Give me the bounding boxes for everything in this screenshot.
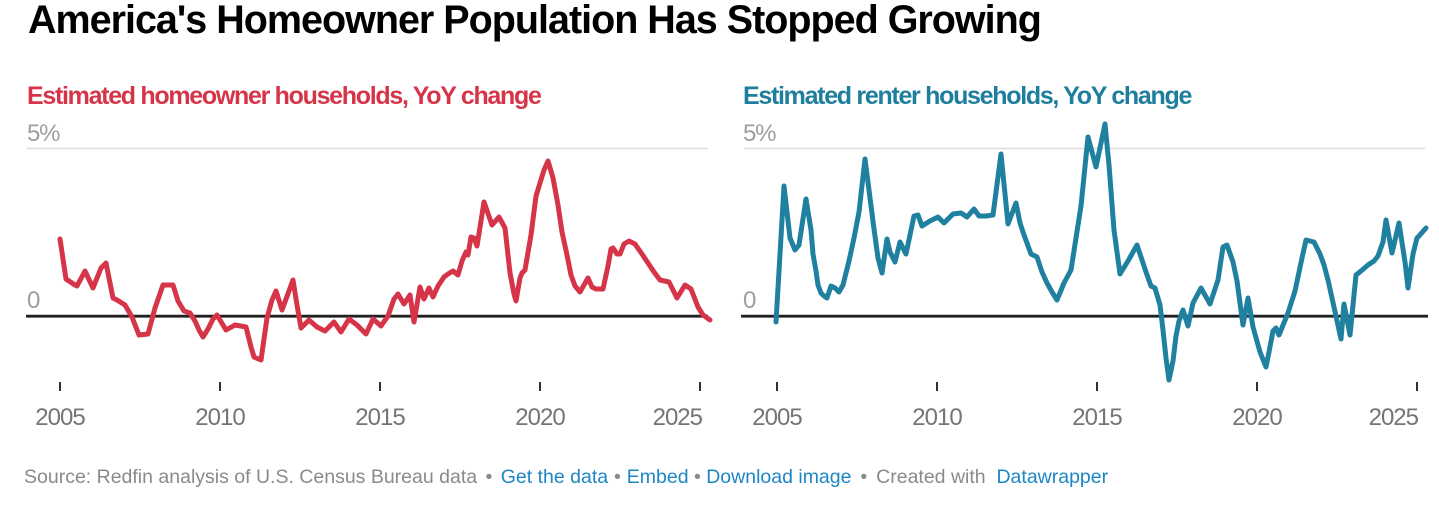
- svg-text:2015: 2015: [1072, 404, 1122, 431]
- svg-text:5%: 5%: [743, 120, 776, 147]
- svg-text:2025: 2025: [653, 404, 703, 431]
- svg-text:2005: 2005: [752, 404, 802, 431]
- svg-text:0: 0: [743, 287, 756, 314]
- svg-text:2015: 2015: [355, 404, 405, 431]
- svg-text:2020: 2020: [1232, 404, 1282, 431]
- svg-text:0: 0: [27, 287, 40, 314]
- svg-text:2020: 2020: [515, 404, 565, 431]
- svg-text:2025: 2025: [1369, 404, 1419, 431]
- svg-text:5%: 5%: [27, 120, 60, 147]
- svg-text:2010: 2010: [912, 404, 962, 431]
- svg-text:2010: 2010: [195, 404, 245, 431]
- svg-text:2005: 2005: [35, 404, 85, 431]
